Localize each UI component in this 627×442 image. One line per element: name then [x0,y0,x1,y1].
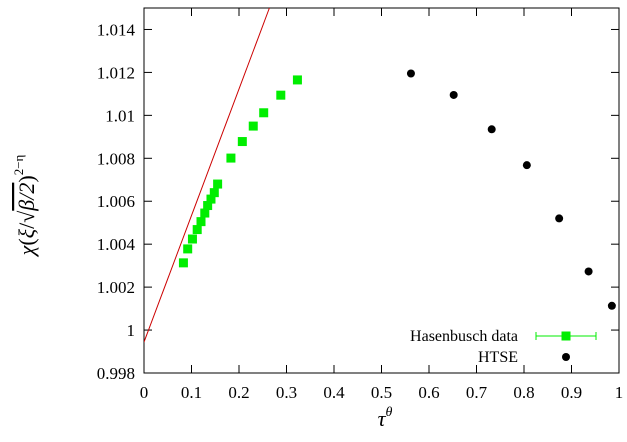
fit-line [144,8,270,343]
data-point-square [200,208,210,218]
y-tick-label: 1.012 [97,63,135,82]
data-point-square [259,108,269,118]
fit-line-group [144,8,270,343]
y-title-close: ) [14,175,39,182]
data-point-circle [449,90,458,99]
y-title-chi: χ [14,244,39,257]
data-point-circle [522,161,531,170]
data-point-square [196,217,206,227]
legend-marker-square [561,331,571,341]
legend: Hasenbusch data HTSE [410,328,597,366]
series-htse [406,69,616,310]
x-tick-label: 0 [140,383,149,402]
y-tick-label: 1.014 [97,20,136,39]
x-tick-label: 0.5 [371,383,392,402]
legend-label-hasenbusch: Hasenbusch data [410,328,518,345]
y-title-open: ( [14,238,39,245]
y-tick-label: 1.008 [97,149,135,168]
series-hasenbusch-data [178,75,302,268]
data-point-square [203,201,213,211]
data-point-square [209,188,219,198]
y-tick-label: 1.006 [97,192,135,211]
x-tick-label: 0.3 [276,383,297,402]
x-tick-label: 0.8 [513,383,534,402]
x-tick-label: 0.4 [323,383,345,402]
y-title-exponent: 2−η [11,154,26,175]
legend-label-htse: HTSE [478,349,518,366]
y-tick-label: 0.998 [97,364,135,383]
x-tick-label: 1 [615,383,624,402]
x-tick-label: 0.1 [181,383,202,402]
y-axis-title: χ(ξ/√β/2)2−η [11,154,39,257]
x-tick-label: 0.6 [418,383,439,402]
x-tick-label: 0.2 [228,383,249,402]
x-axis-title-sup: θ [385,405,392,420]
data-point-square [248,121,258,131]
data-point-circle [487,125,496,134]
y-tick-label: 1 [127,321,136,340]
data-point-square [206,194,216,204]
data-point-square [226,153,236,163]
y-title-xi: ξ [14,228,39,238]
data-point-square [183,244,193,254]
data-point-circle [584,267,593,276]
data-point-circle [607,301,616,310]
x-axis-title: τθ [378,405,393,431]
data-point-square [192,225,202,235]
y-tick-label: 1.01 [105,106,135,125]
data-point-square [292,75,302,85]
svg-text:χ(ξ/√β/2)2−η: χ(ξ/√β/2)2−η [11,154,39,257]
ticks-group: 0 0.1 0.2 0.3 0.4 0.5 0.6 0.7 0.8 0.9 1 0.998 1 1.002… [97,8,624,402]
y-title-radicand: β/2 [14,183,39,212]
data-point-square [178,258,188,268]
data-point-circle [406,69,415,78]
y-tick-label: 1.004 [97,235,136,254]
series-group [178,69,616,310]
legend-marker-circle [562,353,570,361]
y-title-root: √ [14,210,39,223]
data-point-square [213,179,223,189]
y-title-slash: / [14,222,39,229]
x-axis-title-main: τ [378,406,387,431]
x-tick-label: 0.9 [561,383,582,402]
data-point-circle [555,214,564,223]
data-point-square [276,90,286,100]
data-point-square [237,137,247,147]
x-tick-label: 0.7 [466,383,488,402]
y-tick-label: 1.002 [97,278,135,297]
data-point-square [187,234,197,244]
